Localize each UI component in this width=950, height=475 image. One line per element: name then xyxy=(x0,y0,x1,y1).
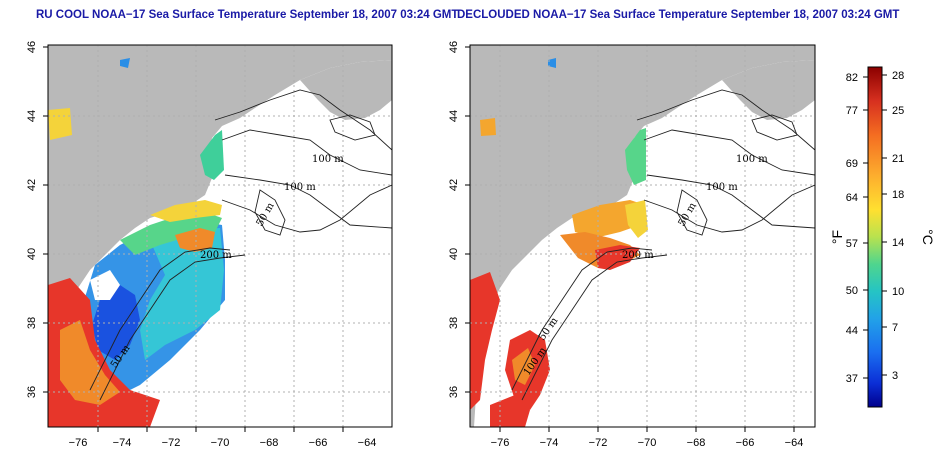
grid-lines xyxy=(470,45,815,427)
land-mass xyxy=(470,45,815,427)
x-tick-label: −72 xyxy=(162,437,181,449)
map-frame xyxy=(47,44,393,428)
y-tick-label: 36 xyxy=(448,386,460,398)
colorbar-c-label: 7 xyxy=(892,322,898,334)
colorbar-c-label: 25 xyxy=(892,105,904,117)
contour-label: 100 m xyxy=(736,154,768,165)
colorbar-c-label: 28 xyxy=(892,70,904,82)
map-panel-left: 100 m 100 m 50 m 200 m 50 m −76 −74 −72 … xyxy=(26,41,393,449)
colorbar-f-label: 69 xyxy=(846,158,858,170)
y-tick-label: 40 xyxy=(26,248,38,260)
bathymetry-contours xyxy=(511,89,815,401)
axis-ticks xyxy=(465,46,795,432)
sst-patch xyxy=(625,200,648,238)
y-tick-label: 46 xyxy=(448,41,460,53)
sst-patch xyxy=(60,320,120,405)
colorbar-c-label: 14 xyxy=(892,237,904,249)
contour-label: 100 m xyxy=(312,154,344,165)
colorbar-f-label: 77 xyxy=(846,105,858,117)
sst-patch xyxy=(200,130,224,180)
contour-label: 200 m xyxy=(200,250,232,261)
axis-ticks xyxy=(43,46,344,432)
colorbar-f-label: 82 xyxy=(846,72,858,84)
sst-patch xyxy=(120,58,130,68)
x-tick-label: −66 xyxy=(736,437,755,449)
x-tick-label: −64 xyxy=(358,437,377,449)
map-title-right: DECLOUDED NOAA−17 Sea Surface Temperatur… xyxy=(457,9,900,21)
y-tick-label: 44 xyxy=(26,110,38,122)
colorbar-c-label: 10 xyxy=(892,286,904,298)
y-tick-label: 44 xyxy=(448,110,460,122)
x-tick-label: −76 xyxy=(491,437,510,449)
y-tick-label: 36 xyxy=(26,386,38,398)
sst-patch xyxy=(548,58,556,68)
colorbar-f-label: 64 xyxy=(846,192,858,204)
colorbar: 82 77 69 64 57 50 44 37 28 25 21 18 14 1… xyxy=(829,66,936,408)
bathymetry-contours xyxy=(89,89,392,401)
sst-patch xyxy=(120,212,222,255)
x-tick-label: −64 xyxy=(785,437,804,449)
sst-patch xyxy=(625,128,646,185)
x-tick-label: −68 xyxy=(687,437,706,449)
x-tick-label: −68 xyxy=(260,437,279,449)
colorbar-f-label: 37 xyxy=(846,373,858,385)
map-panel-right: 100 m 100 m 50 m 200 m 50 m 100 m −76 −7… xyxy=(448,41,816,449)
x-tick-label: −72 xyxy=(589,437,608,449)
sst-patch xyxy=(595,245,640,270)
y-tick-label: 42 xyxy=(26,179,38,191)
colorbar-gradient xyxy=(867,66,883,408)
x-tick-label: −74 xyxy=(113,437,132,449)
x-tick-label: −74 xyxy=(540,437,559,449)
land-mass-novascotia xyxy=(300,60,392,120)
x-tick-label: −76 xyxy=(69,437,88,449)
contour-label: 200 m xyxy=(622,250,654,261)
map-title-left: RU COOL NOAA−17 Sea Surface Temperature … xyxy=(36,9,459,21)
fahrenheit-unit-label: °F xyxy=(829,230,845,244)
x-tick-label: −70 xyxy=(638,437,657,449)
contour-label: 100 m xyxy=(706,182,738,193)
colorbar-f-label: 57 xyxy=(846,238,858,250)
y-tick-label: 38 xyxy=(448,317,460,329)
y-tick-label: 46 xyxy=(26,41,38,53)
map-frame xyxy=(469,44,816,428)
sst-patch xyxy=(470,272,500,410)
x-tick-label: −66 xyxy=(309,437,328,449)
colorbar-c-label: 21 xyxy=(892,153,904,165)
contour-label: 100 m xyxy=(284,182,316,193)
sst-patch xyxy=(150,200,222,222)
sst-patch xyxy=(48,108,72,140)
y-tick-label: 40 xyxy=(448,248,460,260)
x-tick-label: −70 xyxy=(211,437,230,449)
celsius-unit-label: °C xyxy=(920,229,936,245)
sst-patch xyxy=(480,118,496,136)
colorbar-f-label: 44 xyxy=(846,325,858,337)
land-mass xyxy=(48,45,392,427)
colorbar-c-label: 3 xyxy=(892,370,898,382)
y-tick-label: 38 xyxy=(26,317,38,329)
colorbar-f-label: 50 xyxy=(846,285,858,297)
sst-patch xyxy=(490,395,530,427)
y-tick-label: 42 xyxy=(448,179,460,191)
grid-lines xyxy=(48,45,392,427)
sst-patch xyxy=(92,285,140,360)
colorbar-c-label: 18 xyxy=(892,189,904,201)
sst-patch xyxy=(90,270,120,300)
sst-patch xyxy=(175,228,215,252)
